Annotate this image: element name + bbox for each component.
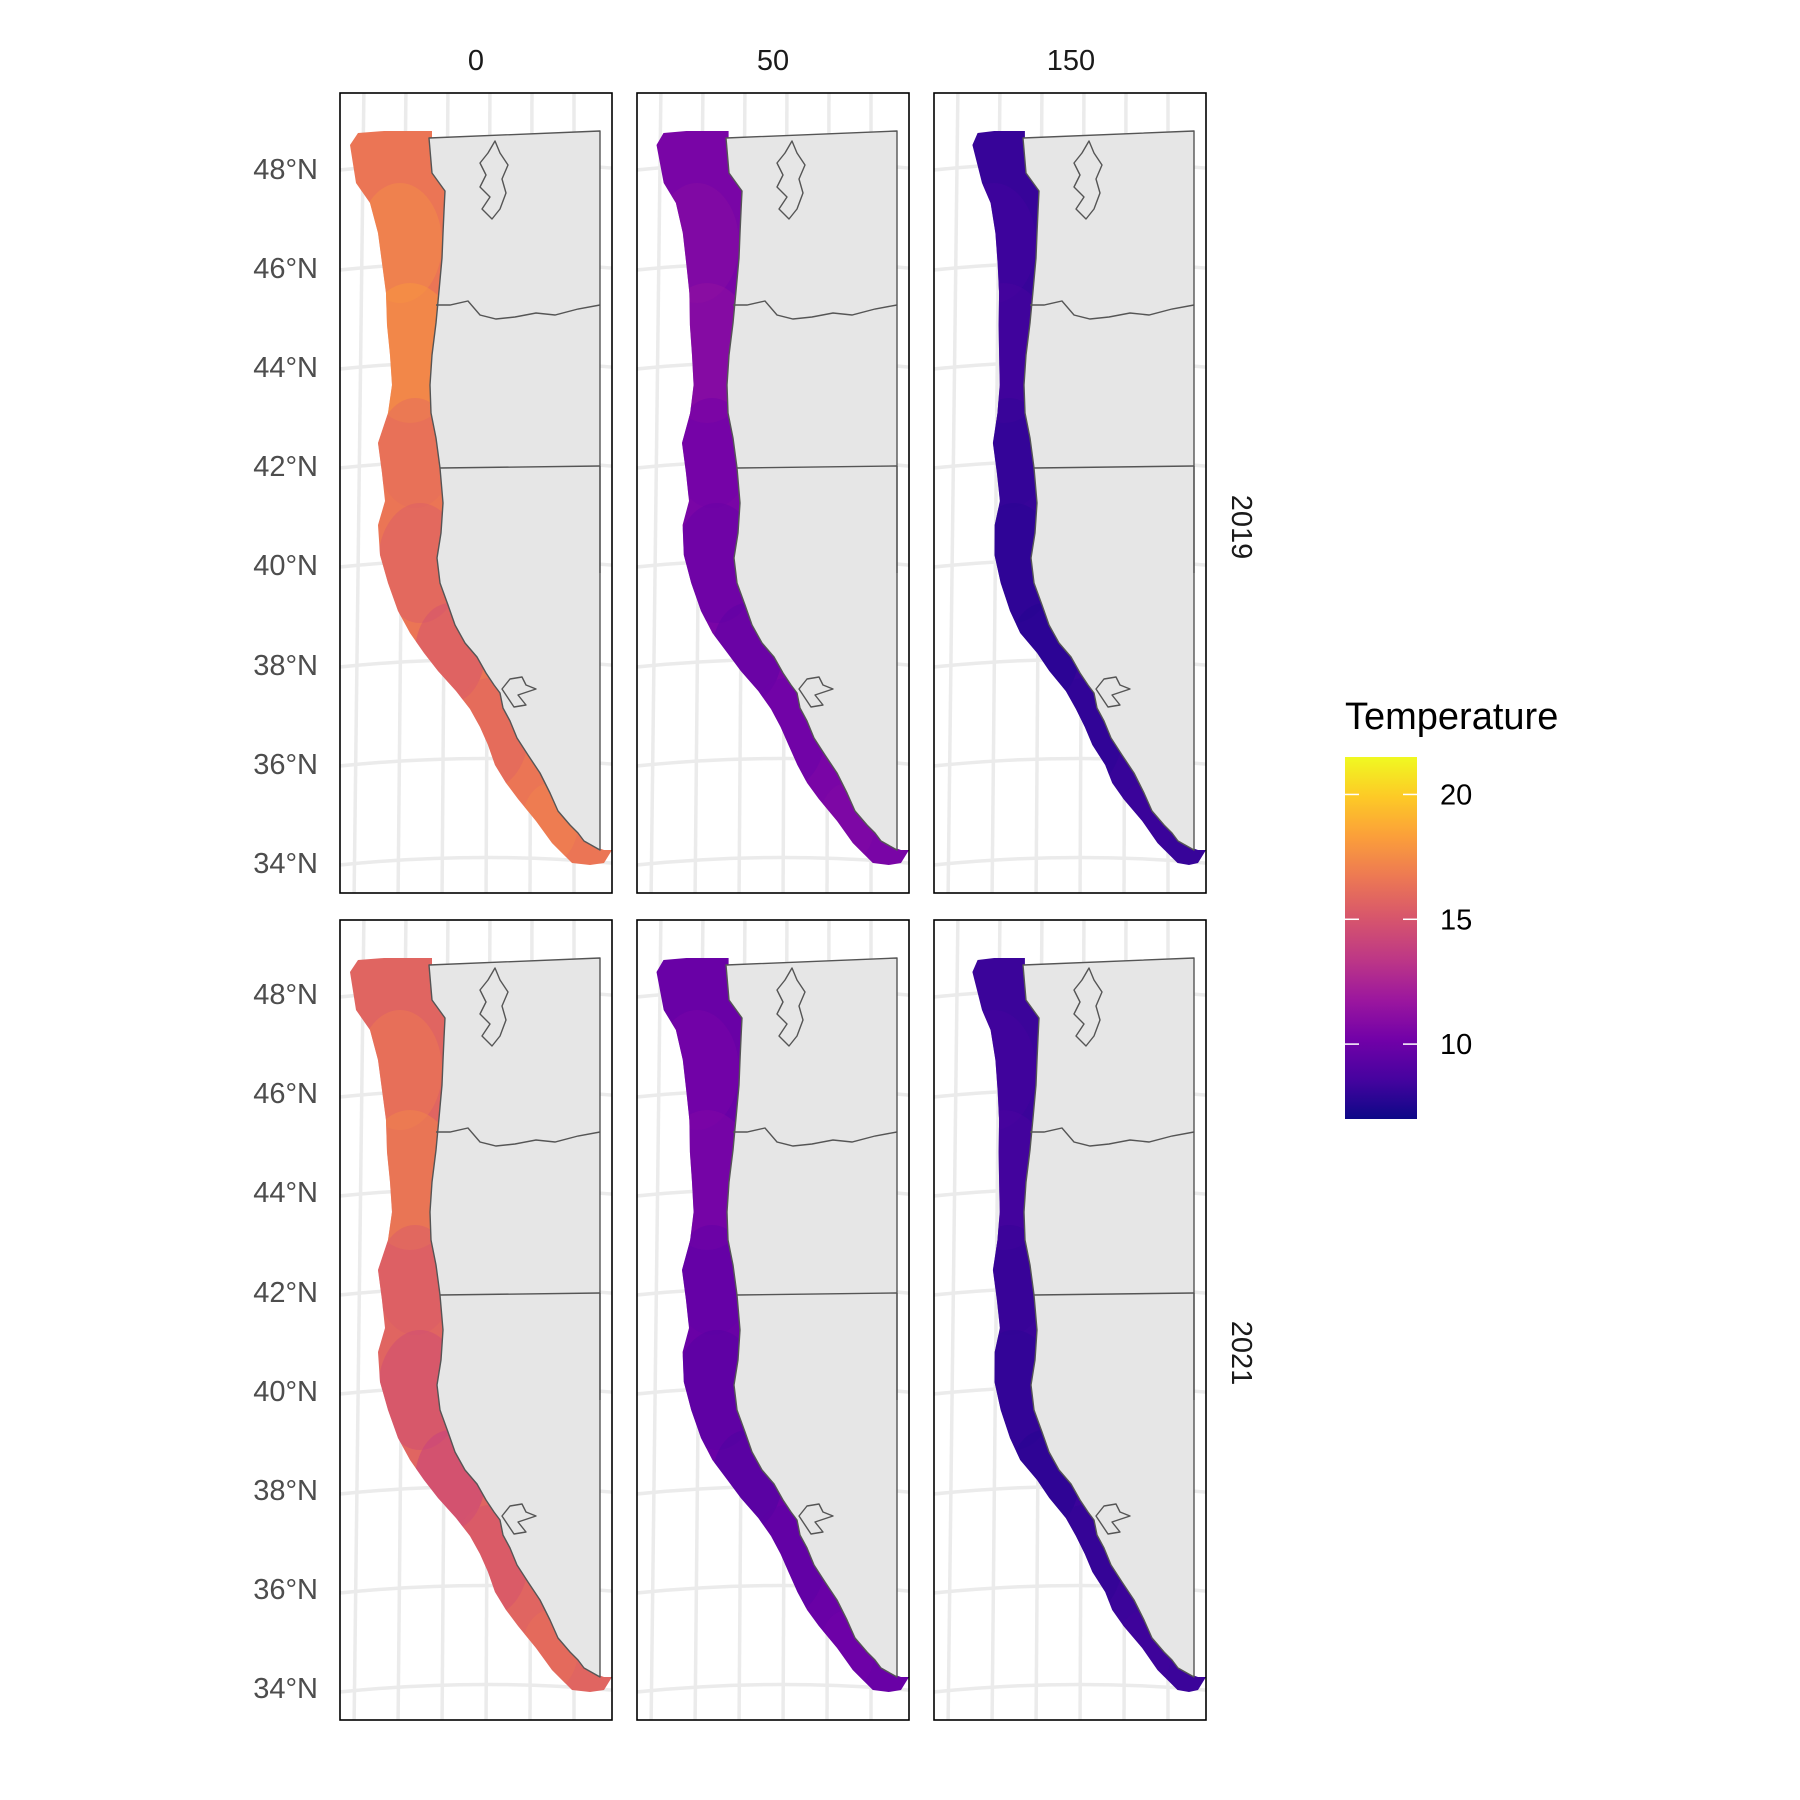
- map-panel-2019-150: [933, 92, 1207, 894]
- legend-tick-label: 10: [1440, 1029, 1472, 1061]
- y-tick-label: 34°N: [253, 1673, 318, 1705]
- map-panel-2019-50: [636, 92, 910, 894]
- map-panel-2021-50: [636, 919, 910, 1721]
- puget-sound-outline: [479, 140, 509, 220]
- y-axis-row-2021: 48°N 46°N 44°N 42°N 40°N 38°N 36°N 34°N: [253, 979, 318, 1705]
- state-border: [436, 300, 601, 320]
- puget-sound-outline: [479, 967, 509, 1047]
- map-panel-2019-0: [339, 92, 613, 894]
- sf-bay-outline: [501, 676, 537, 708]
- legend-ticks: 20 15 10: [1345, 779, 1472, 1061]
- y-tick-label: 34°N: [253, 848, 318, 880]
- map-panel-2021-0: [339, 919, 613, 1721]
- row-label-2021: 2021: [1225, 1321, 1257, 1386]
- state-border: [733, 1127, 898, 1147]
- panel-frame: [339, 92, 613, 894]
- temperature-legend: Temperature 20 15 10: [1345, 696, 1558, 1119]
- state-border: [1033, 1292, 1195, 1296]
- y-tick-label: 48°N: [253, 154, 318, 186]
- y-tick-label: 38°N: [253, 650, 318, 682]
- state-border: [439, 465, 601, 469]
- y-tick-label: 40°N: [253, 550, 318, 582]
- puget-sound-outline: [776, 140, 806, 220]
- panel-frame: [933, 919, 1207, 1721]
- sf-bay-outline: [798, 1503, 834, 1535]
- state-border: [439, 1292, 601, 1296]
- legend-title: Temperature: [1345, 696, 1558, 738]
- sf-bay-outline: [1095, 1503, 1131, 1535]
- land-area: [1022, 130, 1195, 851]
- temperature-variation: [972, 183, 1036, 303]
- state-border: [1030, 300, 1195, 320]
- column-label-150: 150: [1047, 45, 1095, 77]
- land-area: [725, 957, 898, 1678]
- column-label-0: 0: [468, 45, 484, 77]
- panel-frame: [636, 919, 910, 1721]
- legend-tick-label: 20: [1440, 779, 1472, 811]
- land-area: [1022, 957, 1195, 1678]
- y-axis-row-2019: 48°N 46°N 44°N 42°N 40°N 38°N 36°N 34°N: [253, 154, 318, 880]
- puget-sound-outline: [776, 967, 806, 1047]
- state-border: [1030, 1127, 1195, 1147]
- land-area: [428, 957, 601, 1678]
- state-border: [1033, 465, 1195, 469]
- sf-bay-outline: [1095, 676, 1131, 708]
- state-border: [436, 1127, 601, 1147]
- land-area: [725, 130, 898, 851]
- state-border: [736, 465, 898, 469]
- y-tick-label: 36°N: [253, 749, 318, 781]
- y-tick-label: 38°N: [253, 1475, 318, 1507]
- y-tick-label: 44°N: [253, 352, 318, 384]
- y-tick-label: 36°N: [253, 1574, 318, 1606]
- state-border: [733, 300, 898, 320]
- row-label-2019: 2019: [1225, 495, 1257, 560]
- temperature-variation: [972, 1010, 1036, 1130]
- puget-sound-outline: [1073, 967, 1103, 1047]
- panel-frame: [933, 92, 1207, 894]
- land-area: [428, 130, 601, 851]
- y-tick-label: 44°N: [253, 1177, 318, 1209]
- column-label-50: 50: [757, 45, 789, 77]
- y-tick-label: 48°N: [253, 979, 318, 1011]
- map-panels: [339, 92, 1207, 1721]
- legend-colorbar: [1345, 757, 1417, 1119]
- puget-sound-outline: [1073, 140, 1103, 220]
- sf-bay-outline: [798, 676, 834, 708]
- panel-frame: [636, 92, 910, 894]
- y-tick-label: 40°N: [253, 1376, 318, 1408]
- map-panel-2021-150: [933, 919, 1207, 1721]
- y-tick-label: 46°N: [253, 1078, 318, 1110]
- legend-tick-label: 15: [1440, 904, 1472, 936]
- y-tick-label: 42°N: [253, 1277, 318, 1309]
- y-tick-label: 42°N: [253, 451, 318, 483]
- y-tick-label: 46°N: [253, 253, 318, 285]
- panel-frame: [339, 919, 613, 1721]
- state-border: [736, 1292, 898, 1296]
- sf-bay-outline: [501, 1503, 537, 1535]
